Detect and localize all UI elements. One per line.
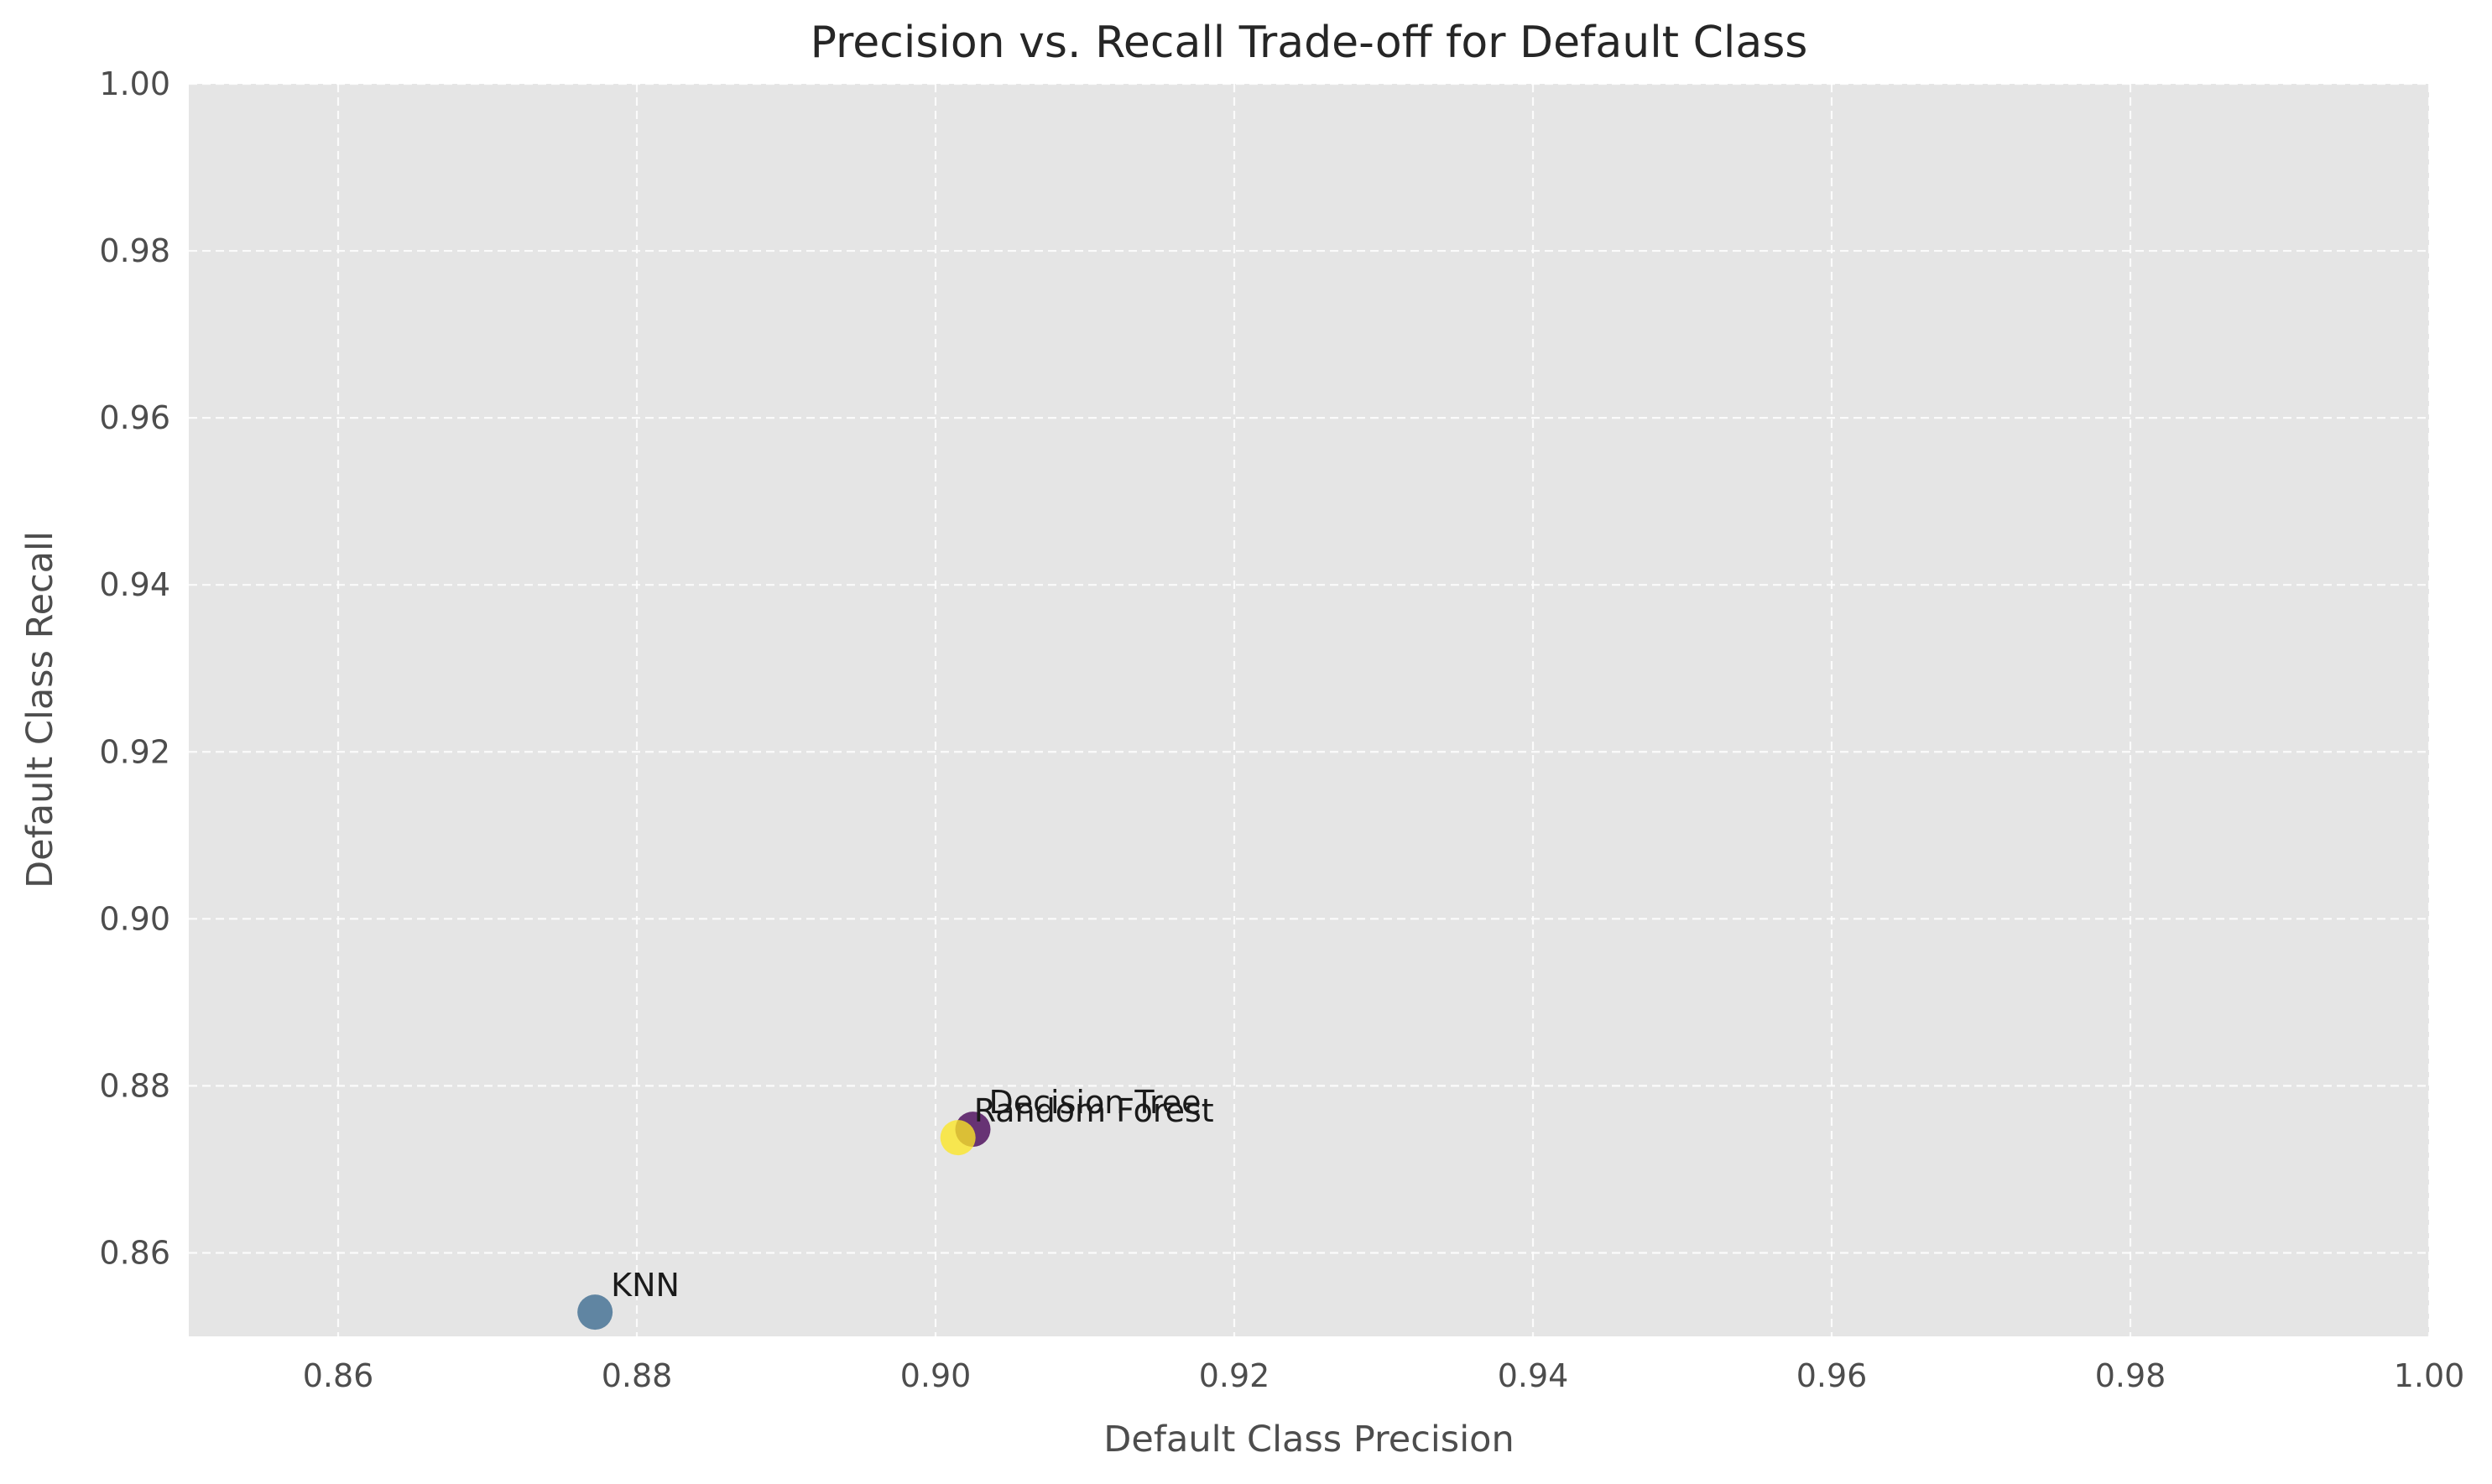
data-points: [577, 1112, 991, 1330]
x-tick-label: 0.86: [303, 1357, 374, 1394]
y-tick-label: 0.98: [99, 232, 170, 269]
y-tick-label: 0.96: [99, 399, 170, 436]
x-tick-label: 0.98: [2095, 1357, 2166, 1394]
x-axis-ticks: 0.86 0.88 0.90 0.92 0.94 0.96 0.98 1.00: [303, 1357, 2465, 1394]
x-tick-label: 0.88: [602, 1357, 673, 1394]
y-axis-label: Default Class Recall: [19, 531, 61, 888]
x-tick-label: 0.96: [1796, 1357, 1868, 1394]
point-label: Random Forest: [974, 1092, 1214, 1129]
point-label: KNN: [611, 1267, 680, 1304]
x-tick-label: 0.90: [900, 1357, 972, 1394]
y-axis-ticks: 0.86 0.88 0.90 0.92 0.94 0.96 0.98 1.00: [99, 65, 170, 1271]
x-tick-label: 1.00: [2394, 1357, 2465, 1394]
y-tick-label: 0.86: [99, 1234, 170, 1271]
plot-area: [189, 84, 2429, 1336]
data-point: [940, 1120, 976, 1156]
y-tick-label: 0.92: [99, 733, 170, 770]
grid-lines: [189, 82, 2431, 1336]
y-tick-label: 1.00: [99, 65, 170, 102]
x-tick-label: 0.92: [1199, 1357, 1270, 1394]
y-tick-label: 0.94: [99, 566, 170, 603]
point-label: Decision Tree: [989, 1084, 1202, 1121]
y-tick-label: 0.88: [99, 1067, 170, 1104]
x-tick-label: 0.94: [1498, 1357, 1569, 1394]
x-axis-label: Default Class Precision: [1103, 1419, 1514, 1461]
data-point: [577, 1294, 613, 1330]
chart-title: Precision vs. Recall Trade-off for Defau…: [811, 18, 1808, 68]
point-labels: Decision Tree KNN Random Forest: [611, 1084, 1214, 1304]
y-tick-label: 0.90: [99, 900, 170, 937]
